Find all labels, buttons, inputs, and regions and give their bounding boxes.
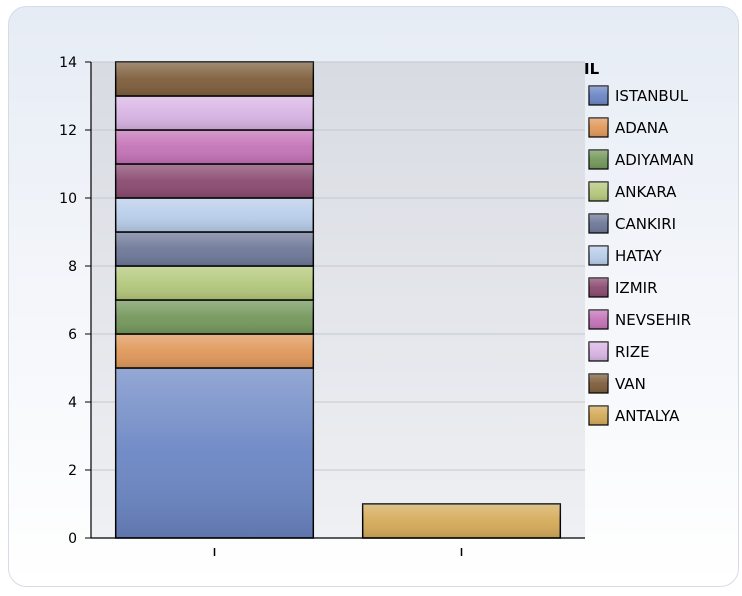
legend-label-rize: RIZE xyxy=(615,343,650,361)
axes: 0 2 4 6 8 10 12 14 xyxy=(59,55,585,556)
bar-segment-shade xyxy=(115,300,314,334)
legend-swatch-shade xyxy=(589,342,608,361)
y-tick-label: 8 xyxy=(68,259,77,275)
bars xyxy=(114,61,562,539)
legend-swatch-shade xyxy=(589,246,608,265)
legend-swatch-shade xyxy=(589,118,608,137)
y-tick-label: 4 xyxy=(68,395,77,411)
legend: IL ISTANBUL ADANA ADIYAMAN ANKARA CANKIRI HAT… xyxy=(584,60,694,426)
legend-label-izmir: IZMIR xyxy=(615,279,658,297)
legend-label-istanbul: ISTANBUL xyxy=(615,87,689,105)
legend-label-van: VAN xyxy=(615,375,646,393)
stacked-bar-chart: 0 2 4 6 8 10 12 14 IL ISTANBUL ADANA ADIYAMAN ANKA… xyxy=(8,6,739,587)
chart-frame: 0 2 4 6 8 10 12 14 IL ISTANBUL ADANA ADIYAMAN ANKA… xyxy=(8,6,742,590)
bar-segment-shade xyxy=(115,266,314,300)
legend-title: IL xyxy=(584,60,600,78)
legend-label-adiyaman: ADIYAMAN xyxy=(615,151,694,169)
y-tick-label: 10 xyxy=(59,191,77,207)
y-tick-label: 6 xyxy=(68,327,77,343)
legend-label-adana: ADANA xyxy=(615,119,669,137)
legend-swatch-shade xyxy=(589,182,608,201)
bar-segment-shade xyxy=(115,164,314,198)
bar-segment-shade xyxy=(115,334,314,368)
legend-label-ankara: ANKARA xyxy=(615,183,677,201)
legend-swatch-shade xyxy=(589,406,608,425)
legend-label-cankiri: CANKIRI xyxy=(615,215,676,233)
y-tick-label: 2 xyxy=(68,463,77,479)
legend-swatch-shade xyxy=(589,214,608,233)
bar-segment-shade xyxy=(115,198,314,232)
legend-swatch-shade xyxy=(589,278,608,297)
legend-swatch-shade xyxy=(589,374,608,393)
bar-segment-shade xyxy=(115,96,314,130)
y-tick-label: 14 xyxy=(59,55,77,71)
y-tick-label: 0 xyxy=(68,531,77,547)
legend-label-hatay: HATAY xyxy=(615,247,662,265)
legend-swatch-shade xyxy=(589,310,608,329)
bar-segment-shade xyxy=(115,130,314,164)
legend-swatch-shade xyxy=(589,150,608,169)
y-tick-label: 12 xyxy=(59,123,77,139)
bar-segment-shade xyxy=(115,62,314,96)
legend-label-nevsehir: NEVSEHIR xyxy=(615,311,691,329)
bar-segment-shade xyxy=(115,232,314,266)
legend-swatch-shade xyxy=(589,86,608,105)
bar-segment-shade xyxy=(362,504,561,538)
bar-segment-shade xyxy=(115,368,314,538)
legend-label-antalya: ANTALYA xyxy=(615,407,680,425)
